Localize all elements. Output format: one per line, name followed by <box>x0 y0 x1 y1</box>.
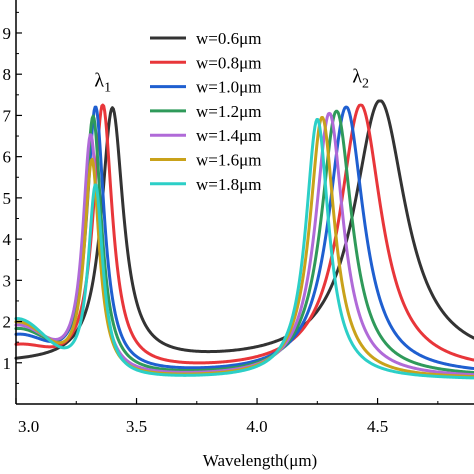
series-line-1 <box>14 99 474 360</box>
y-axis-ticks: 1 2 3 4 5 6 7 8 9 <box>3 11 22 384</box>
y-tick-label: 6 <box>3 148 12 167</box>
x-tick-label: 4.0 <box>246 417 267 436</box>
legend-label: w=1.4μm <box>196 126 261 145</box>
x-axis-ticks: 3.0 3.5 4.0 4.5 <box>15 398 439 436</box>
y-tick-label: 3 <box>3 271 12 290</box>
y-tick-label: 9 <box>3 24 12 43</box>
y-tick-label: 7 <box>3 106 12 125</box>
x-tick-label: 4.5 <box>367 417 388 436</box>
legend-label: w=1.6μm <box>196 151 261 170</box>
legend-label: w=1.0μm <box>196 78 261 97</box>
legend-label: w=1.8μm <box>196 175 261 194</box>
y-tick-label: 8 <box>3 65 12 84</box>
legend: w=0.6μm w=0.8μm w=1.0μm w=1.2μm w=1.4μm w=1.6… <box>150 29 261 194</box>
legend-label: w=1.2μm <box>196 102 261 121</box>
series-line-4 <box>14 109 474 375</box>
series-layer <box>14 99 474 380</box>
x-axis-label: Wavelength(μm) <box>203 451 317 470</box>
y-tick-label: 2 <box>3 313 12 332</box>
x-tick-label: 3.0 <box>18 417 39 436</box>
x-tick-label: 3.5 <box>126 417 147 436</box>
y-tick-label: 5 <box>3 189 12 208</box>
series-line-7 <box>14 118 474 380</box>
y-tick-label: 4 <box>3 230 12 249</box>
legend-label: w=0.6μm <box>196 29 261 48</box>
legend-label: w=0.8μm <box>196 53 261 72</box>
y-tick-label: 1 <box>3 354 12 373</box>
